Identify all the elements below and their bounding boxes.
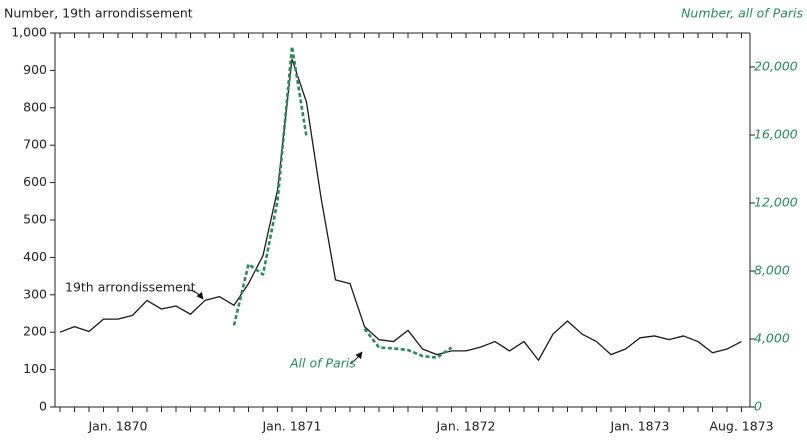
y2-tick-label: 8,000: [754, 263, 790, 278]
y-axis-title: Number, 19th arrondissement: [4, 6, 193, 21]
y-tick-label: 100: [23, 361, 47, 376]
series-label: 19th arrondissement: [65, 280, 196, 295]
series-line: [59, 58, 742, 361]
y-tick-label: 500: [23, 212, 47, 227]
annotation-arrow: [186, 289, 204, 300]
series-label: All of Paris: [289, 356, 356, 371]
y-tick-label: 900: [23, 62, 47, 77]
y2-tick-label: 0: [754, 399, 762, 414]
y-tick-label: 800: [23, 99, 47, 114]
x-tick-label: Aug. 1873: [709, 419, 773, 434]
y2-tick-label: 4,000: [754, 331, 790, 346]
y2-tick-label: 16,000: [754, 127, 798, 142]
annotation-arrow: [349, 351, 363, 365]
y-tick-label: 200: [23, 324, 47, 339]
x-tick-label: Jan. 1872: [435, 419, 495, 434]
y-tick-label: 400: [23, 249, 47, 264]
x-tick-label: Jan. 1870: [87, 419, 147, 434]
y-tick-label: 1,000: [11, 25, 47, 40]
y-tick-label: 300: [23, 286, 47, 301]
y2-tick-label: 20,000: [754, 59, 798, 74]
y-tick-label: 600: [23, 174, 47, 189]
x-tick-label: Jan. 1873: [609, 419, 669, 434]
y2-axis-title: Number, all of Paris: [681, 6, 803, 21]
y-tick-label: 0: [39, 399, 47, 414]
y2-tick-label: 12,000: [754, 195, 798, 210]
series-line: [232, 45, 453, 359]
x-tick-label: Jan. 1871: [261, 419, 321, 434]
y-tick-label: 700: [23, 137, 47, 152]
